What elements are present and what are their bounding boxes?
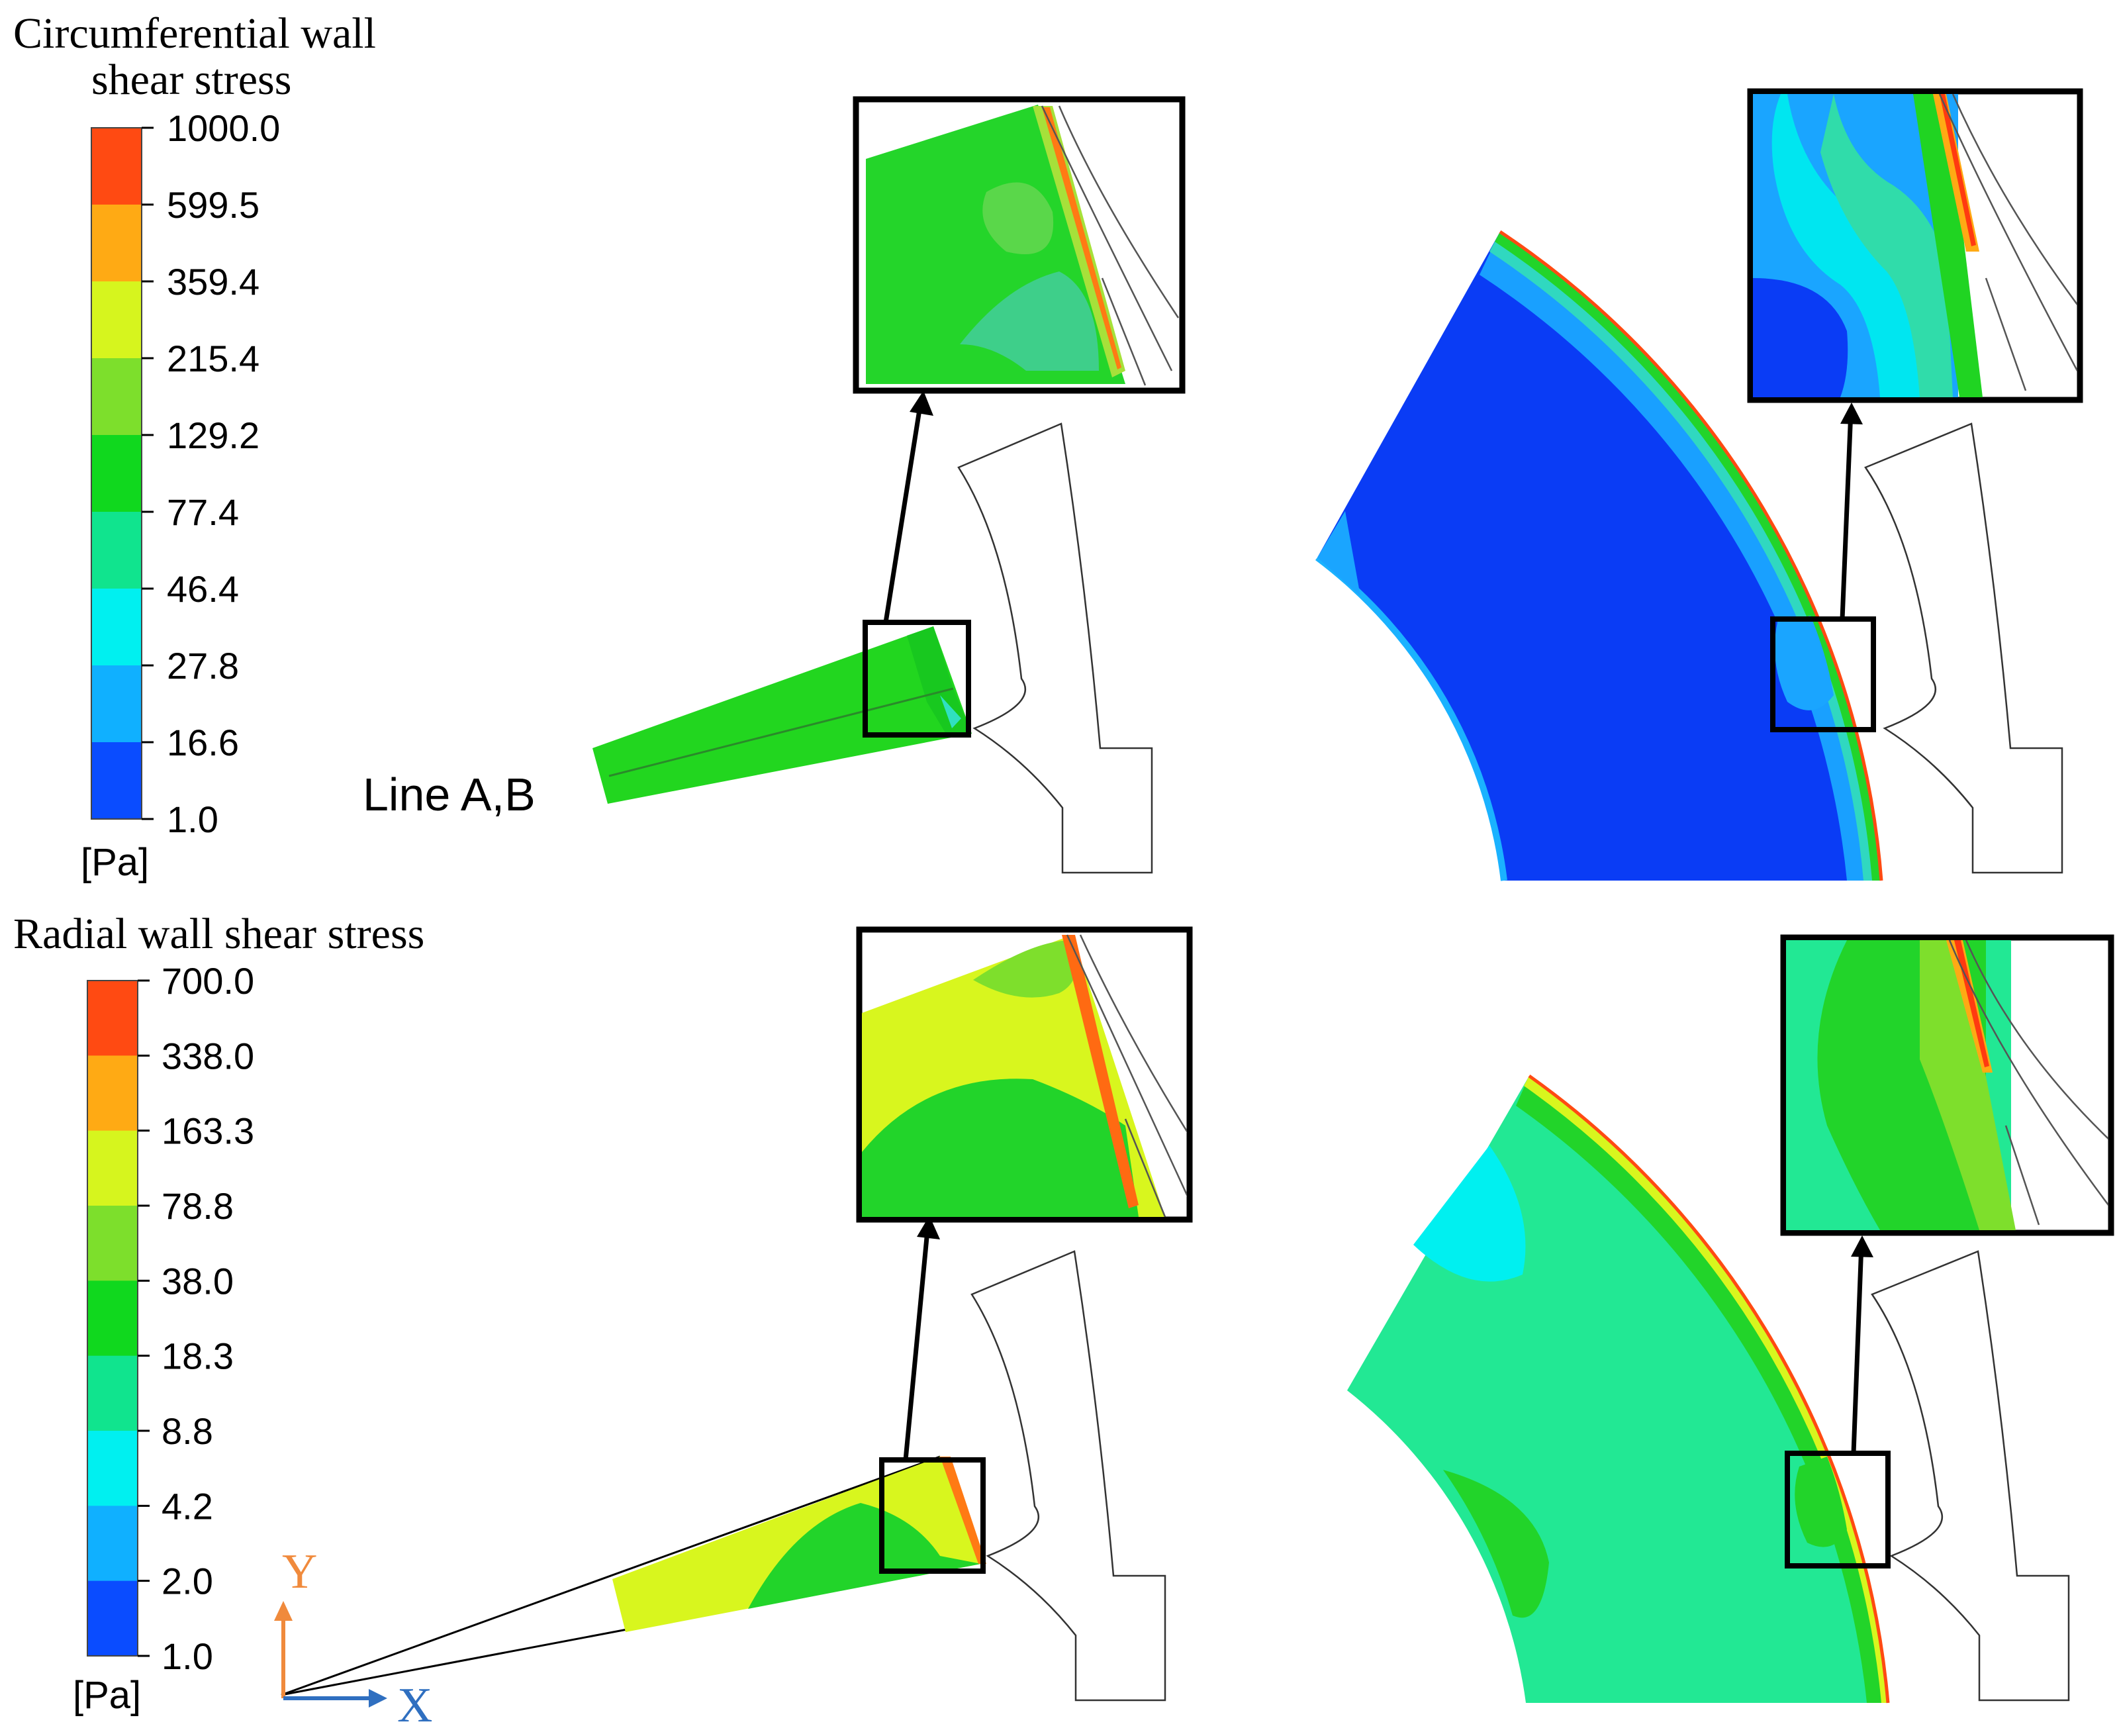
outer-edge-red [1528, 1074, 1890, 1704]
tick-label: 1.0 [167, 798, 218, 840]
zoom-box-small [879, 1457, 986, 1574]
tick-label: 18.3 [162, 1335, 234, 1377]
colorbar-segment [91, 742, 142, 820]
tick-label: 338.0 [162, 1035, 254, 1077]
colorbar-segment [87, 981, 138, 1056]
outline-shape [970, 1250, 1166, 1702]
colorbar-segment [87, 1055, 138, 1132]
inner-green-region [1443, 1470, 1549, 1618]
arrow-shaft [903, 1223, 931, 1461]
tick-label: 4.2 [162, 1485, 213, 1527]
colorbar-segment [91, 281, 142, 359]
colorbar-segment [87, 1280, 138, 1357]
arrow-head [1851, 1235, 1873, 1257]
wedge-edge-detail [940, 695, 961, 728]
line-ab-label: Line A,B [363, 769, 536, 820]
colorbar-segment [91, 512, 142, 589]
zoom-inset [866, 105, 1180, 386]
zoom-inset [862, 934, 1187, 1217]
colorbar-segment [87, 1506, 138, 1582]
tick-label: 129.2 [167, 414, 259, 456]
tick-label: 77.4 [167, 491, 239, 533]
colorbar-segment [91, 665, 142, 743]
colorbar-frame [87, 980, 138, 1657]
arrow-head [1840, 403, 1863, 424]
legend-title-line1: Circumferential wall [13, 9, 376, 58]
unit-label: [Pa] [81, 841, 149, 884]
arrow-shaft [883, 397, 924, 623]
left-cyan-patch [1317, 511, 1360, 596]
colorbar-segment [87, 1355, 138, 1431]
tick-label: 2.0 [162, 1561, 213, 1602]
tick-label: 215.4 [167, 338, 259, 379]
arrow-shaft [1840, 410, 1854, 620]
tick-label: 359.4 [167, 261, 259, 303]
colorbar-ticks: 700.0 338.0 163.3 78.8 38.0 18.3 8.8 4.2 2.0 1.0 [138, 960, 254, 1677]
wedge-tip-edge [940, 1457, 986, 1564]
zoom-box-small [1770, 616, 1876, 732]
coordinate-axes: Y X [274, 1545, 432, 1733]
zoom-inset [1786, 940, 2108, 1230]
tick-label: 46.4 [167, 568, 239, 610]
top-right-diagram [1315, 88, 2083, 881]
bottom-right-diagram [1347, 934, 2114, 1704]
outline-shape [1864, 422, 2063, 874]
y-axis-arrowhead [274, 1601, 293, 1621]
zoom-box-small [863, 620, 971, 738]
legend-title-line2: shear stress [91, 56, 291, 104]
legend-circumferential: Circumferential wall shear stress 1000.0… [13, 9, 376, 884]
wedge-line-upper [281, 1455, 941, 1696]
unit-label: [Pa] [73, 1674, 141, 1717]
arrow-head [917, 1216, 940, 1239]
colorbar-segment [87, 1580, 138, 1657]
cyan-region [1413, 1145, 1526, 1282]
tick-label: 599.5 [167, 184, 259, 226]
colorbar-segment [91, 205, 142, 282]
tick-label: 700.0 [162, 960, 254, 1002]
tick-label: 78.8 [162, 1185, 234, 1227]
colorbar [91, 127, 142, 820]
tick-label: 163.3 [162, 1110, 254, 1152]
colorbar-ticks: 1000.0 599.5 359.4 215.4 129.2 77.4 46.4 27.8 16… [142, 107, 280, 840]
colorbar-segment [91, 435, 142, 512]
tick-label: 38.0 [162, 1260, 234, 1302]
centerline [608, 687, 954, 777]
outer-edge-red [1499, 230, 1883, 881]
wedge-tip-region [907, 626, 972, 735]
outline-shape [957, 422, 1153, 874]
tick-label: 16.6 [167, 722, 239, 763]
y-axis-label: Y [282, 1545, 317, 1599]
x-axis-arrowhead [369, 1689, 387, 1708]
legend-title: Radial wall shear stress [13, 910, 424, 958]
x-axis-label: X [397, 1678, 432, 1733]
outline-shape [1871, 1250, 2070, 1702]
bulge-region [1774, 616, 1834, 710]
colorbar-segment [91, 128, 142, 205]
top-left-diagram: Line A,B [363, 96, 1186, 874]
zoom-inset [1753, 94, 2077, 397]
contour-sector [1317, 232, 1881, 881]
colorbar [87, 980, 138, 1657]
arrow-head [910, 391, 933, 416]
contour-wedge [592, 626, 972, 804]
colorbar-segment [91, 589, 142, 666]
tick-label: 27.8 [167, 645, 239, 687]
legend-radial: Radial wall shear stress 700.0 338.0 163.3… [13, 910, 424, 1717]
outer-band-cyan [1480, 232, 1881, 881]
colorbar-segment [87, 1130, 138, 1206]
bottom-left-diagram [281, 926, 1193, 1702]
wedge-green-region [748, 1503, 981, 1609]
colorbar-segment [87, 1431, 138, 1506]
zoom-box-small [1785, 1451, 1891, 1568]
tick-label: 1.0 [162, 1635, 213, 1677]
colorbar-segment [91, 358, 142, 436]
tick-label: 1000.0 [167, 107, 280, 149]
bulge-region [1795, 1457, 1847, 1547]
arrow-shaft [1851, 1243, 1864, 1454]
colorbar-segment [87, 1206, 138, 1281]
tick-label: 8.8 [162, 1410, 213, 1452]
colorbar-frame [91, 127, 142, 820]
